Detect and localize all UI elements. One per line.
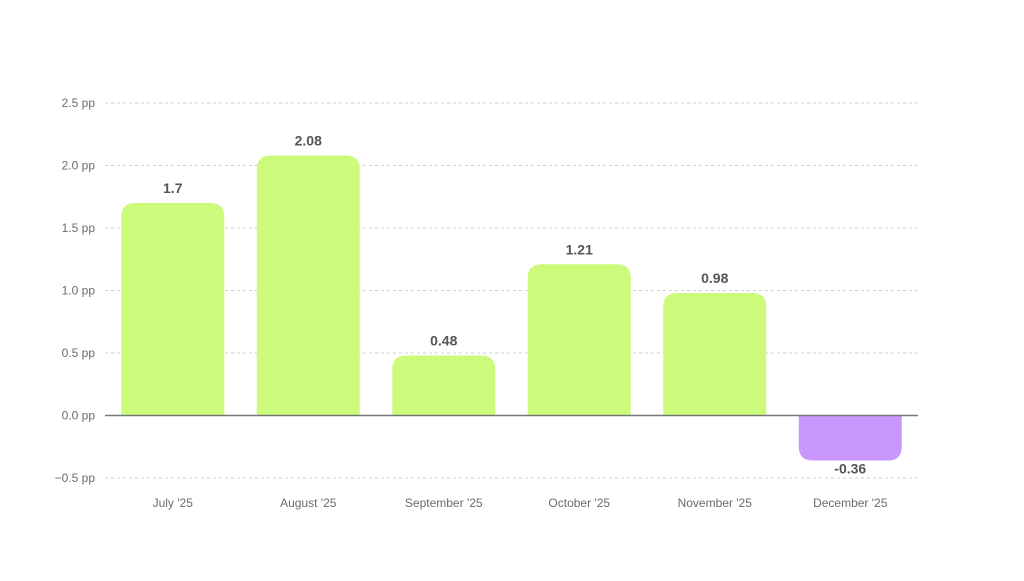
bar	[798, 415, 902, 461]
bar	[256, 155, 360, 416]
x-tick-label: October '25	[548, 496, 610, 510]
data-label: 1.21	[566, 241, 593, 257]
y-tick-label: −0.5 pp	[55, 471, 96, 485]
grid-layer	[105, 102, 918, 479]
x-tick-label: August '25	[280, 496, 337, 510]
x-tick-label: July '25	[153, 496, 194, 510]
y-tick-label: 0.0 pp	[62, 409, 96, 423]
y-tick-label: 2.5 pp	[62, 96, 96, 110]
y-tick-label: 1.0 pp	[62, 284, 96, 298]
x-tick-label: September '25	[405, 496, 483, 510]
bar	[392, 355, 496, 416]
bar	[121, 203, 225, 416]
data-label: -0.36	[834, 461, 866, 477]
bar	[663, 293, 767, 416]
label-layer: −0.5 pp 0.0 pp 0.5 pp 1.0 pp 1.5 pp 2.0 pp 2.5…	[55, 96, 888, 510]
data-label: 0.48	[430, 333, 457, 349]
y-tick-label: 1.5 pp	[62, 221, 96, 235]
y-tick-label: 0.5 pp	[62, 346, 96, 360]
data-label: 2.08	[295, 133, 322, 149]
bar	[527, 264, 631, 416]
bar-layer	[121, 155, 902, 461]
x-tick-label: November '25	[678, 496, 753, 510]
y-tick-label: 2.0 pp	[62, 159, 96, 173]
x-tick-label: December '25	[813, 496, 888, 510]
data-label: 0.98	[701, 270, 728, 286]
data-label: 1.7	[163, 180, 183, 196]
